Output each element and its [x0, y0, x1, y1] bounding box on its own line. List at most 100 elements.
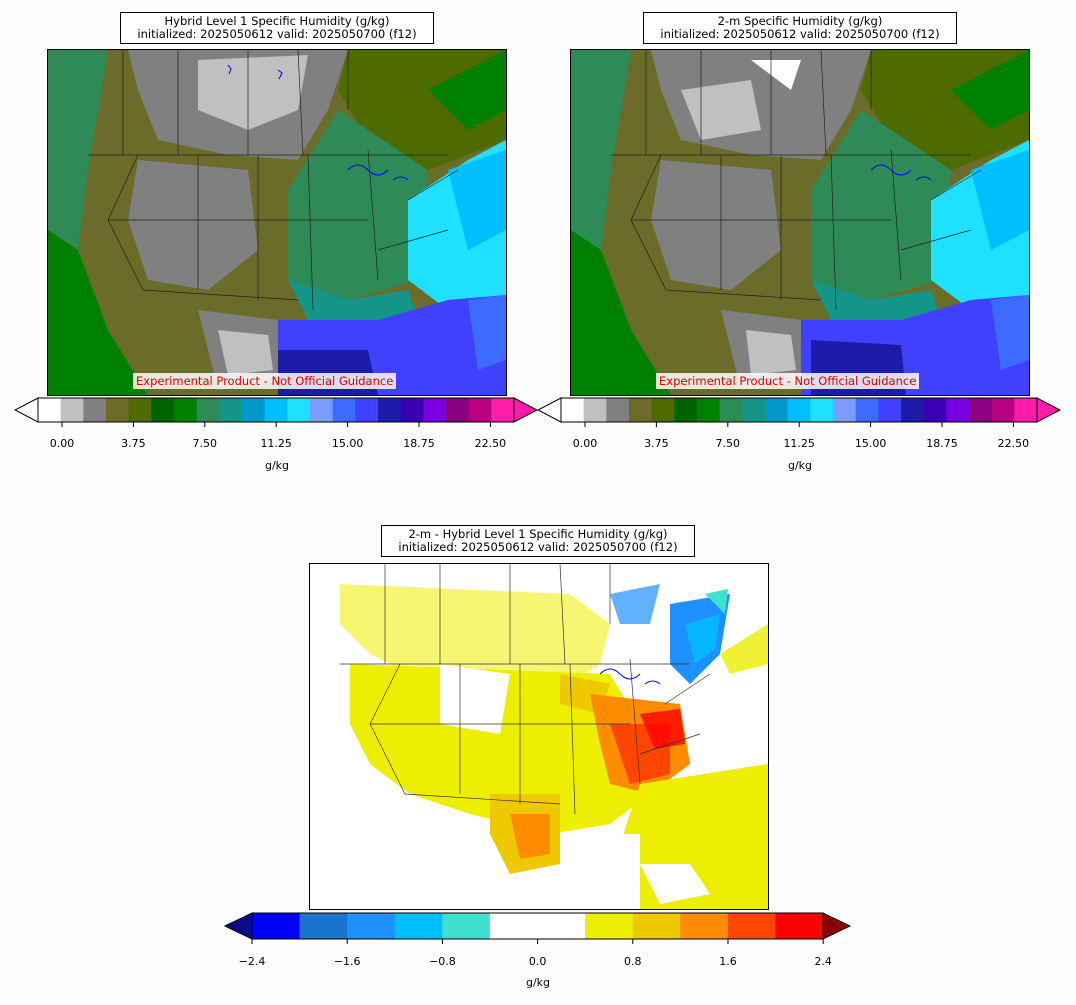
- colorbar-tick-label: 7.50: [715, 437, 741, 450]
- colorbar-swatch: [489, 913, 538, 939]
- colorbar-swatch: [219, 398, 243, 422]
- colorbar-swatch: [252, 913, 301, 939]
- colorbar-tick-label: 11.25: [783, 437, 815, 450]
- colorbar-swatch: [468, 398, 492, 422]
- colorbar-tick-label: 22.50: [474, 437, 507, 450]
- colorbar-swatch: [83, 398, 107, 422]
- colorbar-swatch: [355, 398, 379, 422]
- colorbar-swatch: [629, 398, 653, 422]
- colorbar-tick-label: 1.6: [719, 955, 737, 968]
- colorbar-swatch: [196, 398, 220, 422]
- colorbar-tick-label: 0.8: [624, 955, 642, 968]
- colorbar-swatch: [651, 398, 675, 422]
- panel3-colorbar: [224, 912, 852, 944]
- colorbar-swatch: [378, 398, 402, 422]
- panel2-map-graphic: [571, 50, 1029, 395]
- colorbar-swatch: [583, 398, 607, 422]
- colorbar-swatch: [991, 398, 1015, 422]
- colorbar-extend-high: [513, 397, 539, 423]
- panel1-colorbar: [14, 397, 539, 427]
- colorbar-swatch: [299, 913, 348, 939]
- colorbar-swatch: [332, 398, 356, 422]
- panel1-title-line2: initialized: 2025050612 valid: 202505070…: [137, 27, 417, 41]
- colorbar-swatch: [674, 398, 698, 422]
- colorbar-extend-high: [822, 912, 852, 940]
- colorbar-tick-label: 0.0: [528, 955, 547, 968]
- colorbar-swatch: [1014, 398, 1038, 422]
- colorbar-tick-label: 18.75: [926, 437, 958, 450]
- panel3-title-line1: 2-m - Hybrid Level 1 Specific Humidity (…: [408, 527, 668, 541]
- colorbar-swatch: [810, 398, 834, 422]
- panel2-title: 2-m Specific Humidity (g/kg) initialized…: [643, 12, 957, 44]
- colorbar-swatch: [727, 913, 776, 939]
- panel1-disclaimer: Experimental Product - Not Official Guid…: [133, 373, 397, 389]
- panel3-map: [309, 563, 769, 910]
- panel1-colorbar-units: g/kg: [264, 459, 290, 472]
- colorbar-tick-label: 3.75: [644, 437, 669, 450]
- colorbar-swatch: [787, 398, 811, 422]
- colorbar-swatch: [174, 398, 198, 422]
- colorbar-swatch: [697, 398, 721, 422]
- colorbar-tick-label: 7.50: [192, 437, 218, 450]
- panel2-colorbar-units: g/kg: [787, 459, 813, 472]
- colorbar-swatch: [60, 398, 84, 422]
- colorbar-swatch: [151, 398, 175, 422]
- panel1-map: [47, 49, 507, 396]
- colorbar-tick-label: 2.4: [814, 955, 832, 968]
- colorbar-swatch: [742, 398, 766, 422]
- colorbar-swatch: [106, 398, 130, 422]
- colorbar-swatch: [606, 398, 630, 422]
- colorbar-swatch: [680, 913, 729, 939]
- panel2-title-line1: 2-m Specific Humidity (g/kg): [717, 14, 883, 28]
- colorbar-swatch: [833, 398, 857, 422]
- colorbar-tick-label: −0.8: [429, 955, 456, 968]
- colorbar-swatch: [946, 398, 970, 422]
- colorbar-swatch: [394, 913, 443, 939]
- colorbar-swatch: [855, 398, 879, 422]
- panel1-map-graphic: [48, 50, 506, 395]
- panel2-map: [570, 49, 1030, 396]
- colorbar-swatch: [310, 398, 334, 422]
- panel2-title-line2: initialized: 2025050612 valid: 202505070…: [660, 27, 940, 41]
- colorbar-swatch: [242, 398, 266, 422]
- colorbar-tick-label: −2.4: [238, 955, 266, 968]
- panel3-colorbar-units: g/kg: [525, 976, 551, 989]
- colorbar-tick-label: 0.00: [572, 437, 598, 450]
- panel2-disclaimer: Experimental Product - Not Official Guid…: [656, 373, 920, 389]
- colorbar-swatch: [347, 913, 396, 939]
- colorbar-swatch: [128, 398, 152, 422]
- colorbar-swatch: [561, 398, 585, 422]
- colorbar-swatch: [287, 398, 311, 422]
- colorbar-swatch: [38, 398, 62, 422]
- colorbar-swatch: [878, 398, 902, 422]
- colorbar-swatch: [775, 913, 824, 939]
- colorbar-tick-label: 18.75: [403, 437, 435, 450]
- colorbar-tick-label: 15.00: [331, 437, 364, 450]
- colorbar-swatch: [901, 398, 925, 422]
- colorbar-swatch: [264, 398, 288, 422]
- colorbar-extend-low: [224, 912, 253, 940]
- colorbar-tick-label: 3.75: [121, 437, 146, 450]
- colorbar-swatch: [585, 913, 634, 939]
- colorbar-tick-label: 11.25: [260, 437, 292, 450]
- panel3-title-line2: initialized: 2025050612 valid: 202505070…: [398, 540, 678, 554]
- colorbar-tick-label: −1.6: [333, 955, 361, 968]
- colorbar-swatch: [442, 913, 491, 939]
- colorbar-extend-high: [1036, 397, 1062, 423]
- panel2-colorbar: [537, 397, 1062, 427]
- colorbar-swatch: [446, 398, 470, 422]
- panel3-title: 2-m - Hybrid Level 1 Specific Humidity (…: [381, 525, 695, 557]
- panel1-title: Hybrid Level 1 Specific Humidity (g/kg) …: [120, 12, 434, 44]
- colorbar-tick-label: 22.50: [997, 437, 1030, 450]
- colorbar-extend-low: [14, 397, 39, 423]
- colorbar-swatch: [400, 398, 424, 422]
- colorbar-swatch: [491, 398, 515, 422]
- colorbar-swatch: [923, 398, 947, 422]
- colorbar-swatch: [719, 398, 743, 422]
- colorbar-swatch: [423, 398, 447, 422]
- colorbar-swatch: [537, 913, 586, 939]
- colorbar-swatch: [969, 398, 993, 422]
- colorbar-swatch: [632, 913, 681, 939]
- panel1-title-line1: Hybrid Level 1 Specific Humidity (g/kg): [164, 14, 390, 28]
- colorbar-extend-low: [537, 397, 562, 423]
